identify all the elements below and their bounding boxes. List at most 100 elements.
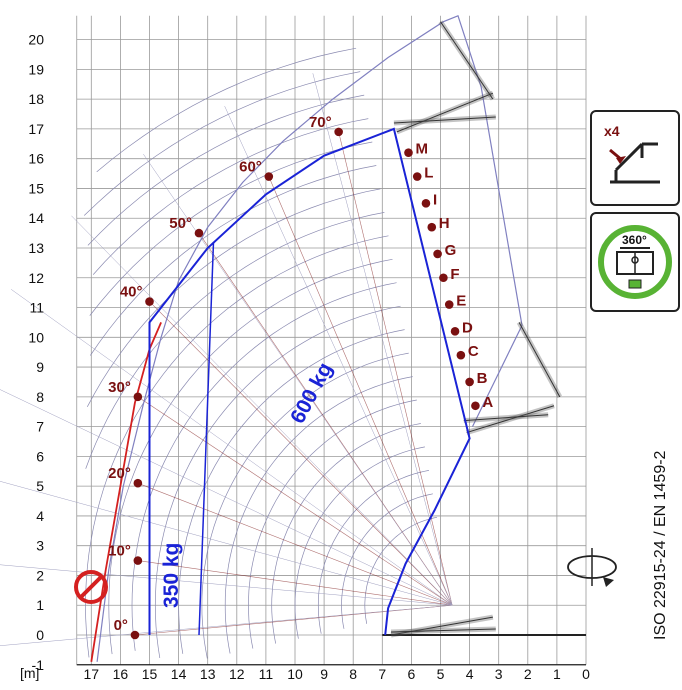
radial-arc [96, 47, 357, 173]
boom-upper-tip-edge [440, 21, 494, 100]
y-tick-label: 7 [36, 419, 44, 435]
rotation-degrees: 360° [622, 233, 647, 247]
radial-arc [108, 258, 393, 655]
y-tick-label: 13 [28, 240, 44, 256]
rotation-360-icon: 360° [598, 225, 672, 299]
guide-ray [0, 564, 453, 606]
extension-mark-dot [465, 377, 474, 387]
radial-arc [85, 235, 389, 658]
radial-arc [224, 376, 413, 654]
y-tick-label: 1 [36, 597, 44, 613]
angle-mark-label: 60° [239, 159, 262, 176]
y-tick-label: 19 [28, 61, 44, 77]
load-zones [148, 127, 471, 636]
guide-ray [0, 389, 453, 606]
extension-mark-label: L [424, 165, 433, 182]
angle-rays [0, 73, 453, 646]
standards-label: ISO 22915-24 / EN 1459-2 [652, 450, 669, 640]
x-tick-label: 6 [408, 666, 416, 682]
angle-ray [268, 176, 453, 606]
rotation-icon [567, 548, 617, 587]
angle-mark-label: 70° [309, 114, 332, 131]
load-label-600: 600 kg [286, 359, 337, 428]
extension-mark-dot [471, 401, 480, 411]
y-tick-label: 4 [36, 508, 44, 524]
boom-lower-2-edge [391, 628, 496, 633]
load-label-350: 350 kg [160, 543, 183, 608]
outrigger-badge: x4 [590, 110, 680, 206]
angle-mark-label: 30° [108, 379, 131, 396]
x-tick-label: 13 [200, 666, 216, 682]
extension-mark-dot [404, 148, 413, 158]
extension-mark-dot [433, 249, 442, 259]
extension-mark-dot [444, 300, 454, 309]
x-tick-label: 5 [437, 666, 445, 682]
extension-mark-dot [412, 172, 422, 181]
x-tick-label: 14 [171, 666, 187, 682]
extension-mark-label: G [445, 242, 457, 259]
x-tick-label: 1 [553, 666, 561, 682]
outrigger-icon: x4 [604, 123, 660, 184]
guide-ray [312, 73, 453, 606]
angle-ray [149, 301, 453, 606]
no-entry-icon [74, 570, 108, 604]
y-tick-label: 0 [36, 627, 44, 643]
angle-ray [137, 482, 453, 606]
radial-arc [85, 212, 385, 469]
x-tick-label: 15 [142, 666, 158, 682]
angle-mark-dot [145, 297, 154, 306]
angle-ray [338, 131, 453, 606]
radial-arc [317, 470, 429, 634]
radial-arc [294, 446, 425, 639]
extension-mark-dot [439, 273, 448, 283]
limit-line [90, 322, 162, 662]
x-tick-label: 7 [378, 666, 386, 682]
y-tick-label: 14 [28, 210, 44, 226]
guide-ray [71, 215, 453, 606]
y-tick-label: 18 [28, 91, 44, 107]
x-tick-label: 0 [582, 666, 590, 682]
radial-arc [92, 118, 369, 275]
radial-arcs [83, 47, 438, 659]
y-tick-label: 5 [36, 478, 44, 494]
outrigger-count: x4 [604, 123, 620, 139]
load-zone-600 [148, 127, 471, 636]
envelope-outline [96, 15, 523, 662]
boom-mid-tip-edge [518, 322, 561, 398]
angle-mark-label: 0° [114, 617, 128, 634]
radial-arc [86, 188, 381, 407]
angle-mark-label: 10° [108, 543, 131, 560]
extension-mark-label: D [462, 319, 473, 336]
x-tick-label: 16 [113, 666, 129, 682]
x-tick-label: 2 [524, 666, 532, 682]
x-tick-label: 4 [466, 666, 474, 682]
extension-mark-label: A [482, 394, 493, 411]
radial-arc [90, 165, 377, 356]
radial-arc [248, 399, 417, 649]
guide-ray [224, 105, 453, 606]
boom-envelope [90, 15, 523, 662]
radial-arc [341, 493, 433, 629]
boom-mid-arm-edge [466, 405, 555, 434]
boom-upper-arm-edge [396, 92, 494, 133]
radial-arc [201, 352, 409, 659]
y-tick-label: 15 [28, 180, 44, 196]
y-tick-label: -1 [32, 657, 45, 673]
y-tick-label: 20 [28, 32, 44, 48]
y-tick-label: 16 [28, 151, 44, 167]
y-tick-label: 9 [36, 359, 44, 375]
angle-mark-label: 50° [169, 215, 192, 232]
angle-mark-dot [133, 392, 143, 402]
extension-mark-label: F [450, 266, 459, 283]
angle-mark-dot [133, 478, 143, 488]
angle-mark-dot [264, 172, 274, 181]
angle-mark-label: 40° [120, 284, 143, 301]
rotation-badge: 360° [590, 212, 680, 312]
extension-mark-label: M [415, 141, 428, 158]
angle-mark-label: 20° [108, 465, 131, 482]
angle-ray [137, 396, 453, 606]
y-tick-label: 17 [28, 121, 44, 137]
